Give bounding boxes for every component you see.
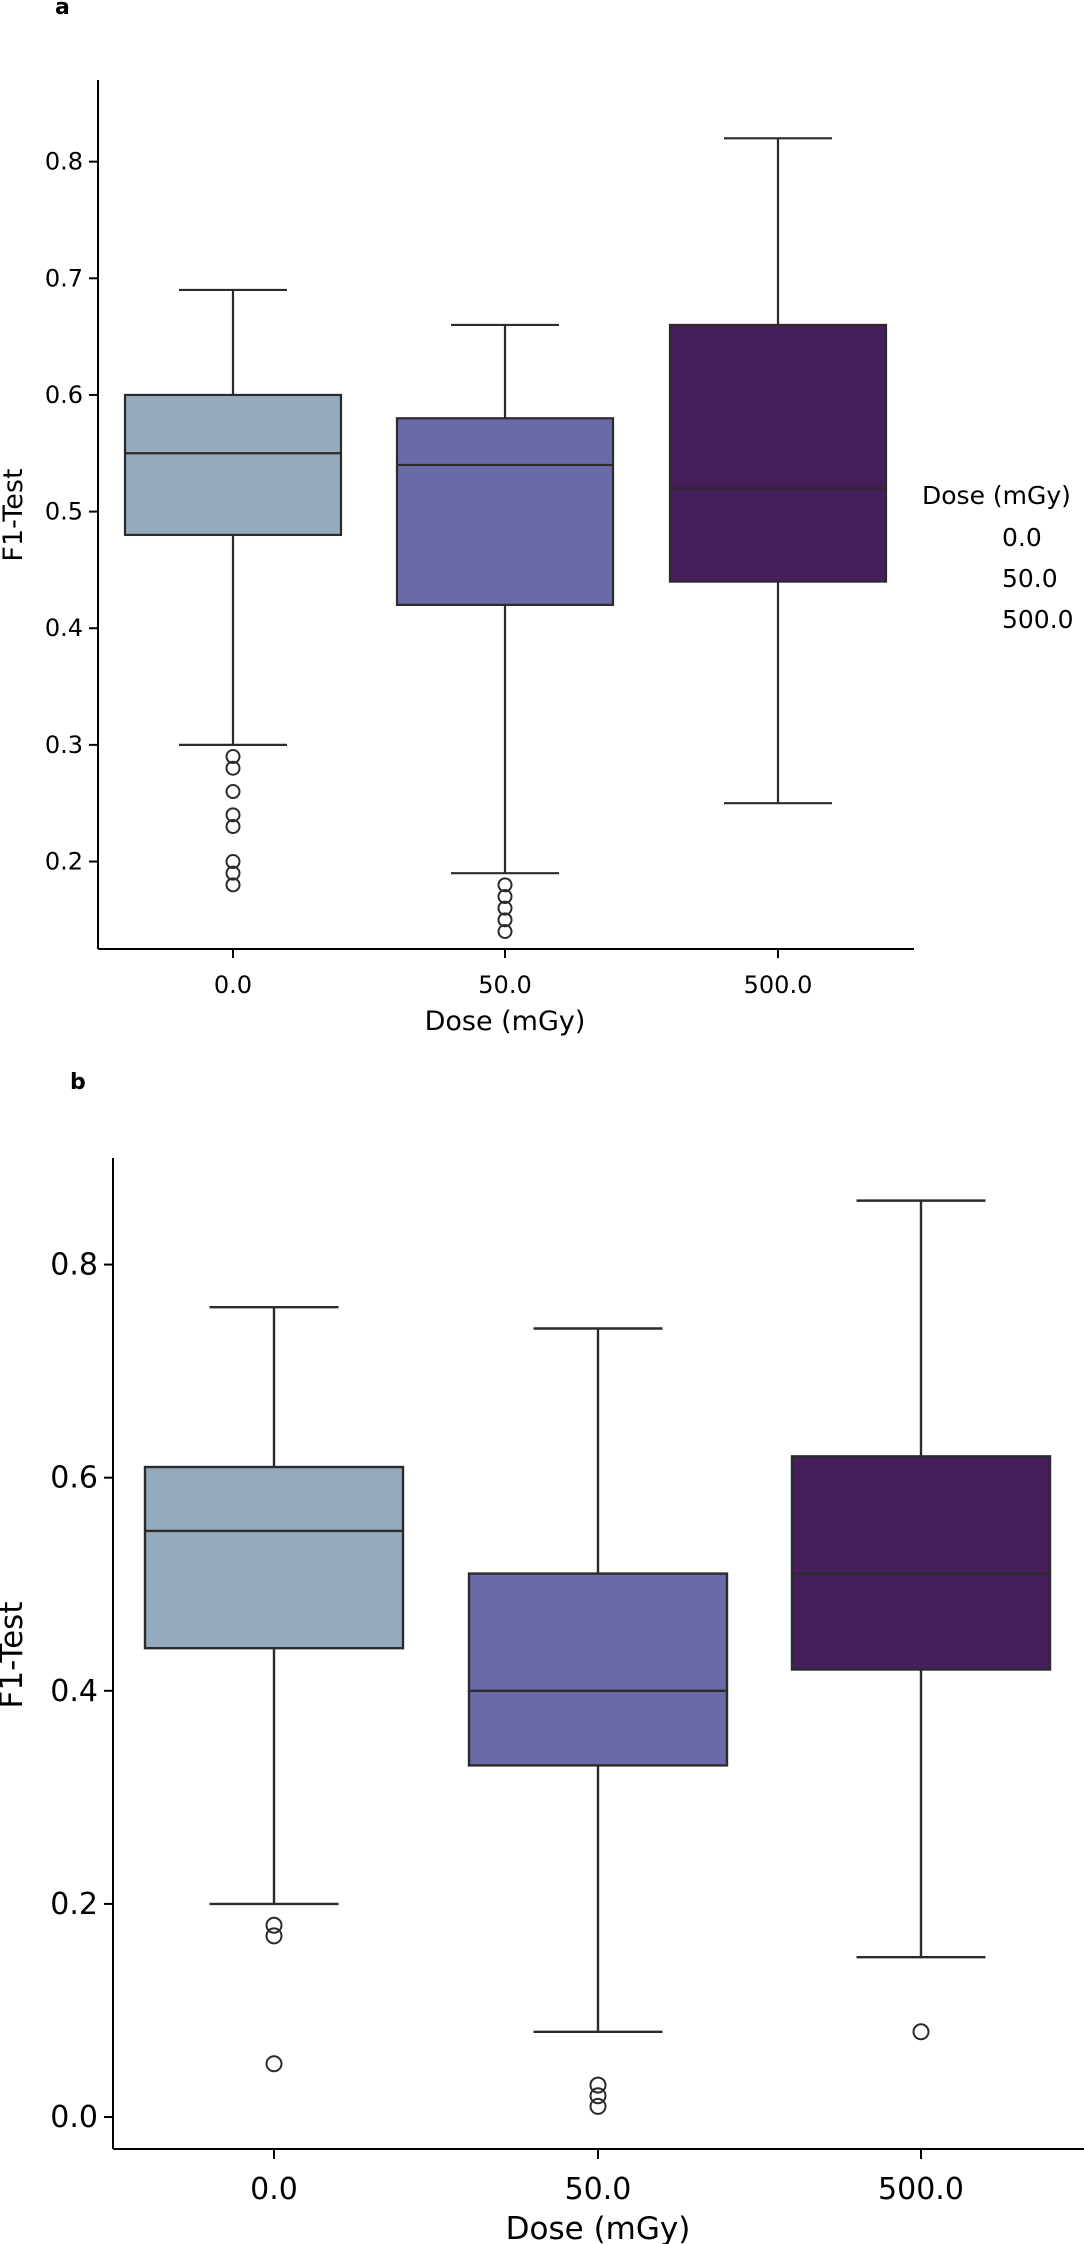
outlier-point-0 (912, 2023, 930, 2041)
outlier-point-6 (225, 865, 241, 881)
outlier-point-3 (225, 807, 241, 823)
panel-b-y-tick-label-1: 0.2 (50, 1887, 98, 1922)
panel-a-box-1 (395, 323, 615, 940)
iqr-box (467, 1572, 729, 1767)
panel-a: a 0.2 0.3 0.4 0.5 0.6 0.7 0.8 0.0 50.0 500.0 D… (0, 0, 1074, 1037)
iqr-box (143, 1465, 405, 1650)
panel-a-box-0 (123, 288, 343, 893)
panel-b-boxes (143, 1199, 1052, 2115)
outlier-point-4 (225, 819, 241, 835)
panel-a-y-tick-label-3: 0.5 (45, 498, 83, 526)
outlier-point-1 (225, 760, 241, 776)
panel-a-y-tick-label-6: 0.8 (45, 148, 83, 176)
legend-entry-2: 500.0 (1002, 605, 1074, 634)
iqr-box (123, 393, 343, 537)
panel-a-y-axis-ticks: 0.2 0.3 0.4 0.5 0.6 0.7 0.8 (45, 148, 98, 876)
panel-a-y-tick-label-1: 0.3 (45, 731, 83, 759)
legend-entry-0: 0.0 (1002, 523, 1042, 552)
legend-entry-1: 50.0 (1002, 564, 1058, 593)
outlier-point-3 (497, 912, 513, 928)
panel-b-label: b (70, 1070, 86, 1095)
legend-title: Dose (mGy) (922, 481, 1071, 510)
panel-a-x-tick-label-1: 50.0 (478, 971, 531, 999)
panel-b-box-1 (467, 1327, 729, 2115)
legend-swatch-1 (962, 564, 992, 586)
panel-b-x-axis-title: Dose (mGy) (506, 2211, 691, 2244)
outlier-point-2 (265, 2055, 283, 2073)
panel-a-y-axis-title: F1-Test (0, 468, 29, 561)
iqr-box (790, 1455, 1052, 1671)
panel-a-y-tick-label-0: 0.2 (45, 848, 83, 876)
panel-b-y-axis-title: F1-Test (0, 1602, 30, 1709)
panel-b: b 0.0 0.2 0.4 0.6 0.8 0.0 50.0 500.0 Dose (m… (0, 1070, 1084, 2244)
outlier-point-0 (497, 877, 513, 893)
panel-b-y-tick-label-2: 0.4 (50, 1674, 98, 1709)
panel-a-boxes (123, 137, 888, 940)
outlier-point-4 (497, 924, 513, 940)
outlier-point-1 (497, 889, 513, 905)
outlier-point-0 (225, 749, 241, 765)
panel-b-y-tick-label-4: 0.8 (50, 1248, 98, 1283)
panel-a-x-tick-label-2: 500.0 (744, 971, 813, 999)
panel-b-box-2 (790, 1199, 1052, 2041)
panel-a-y-tick-label-5: 0.7 (45, 264, 83, 292)
outlier-point-0 (589, 2076, 607, 2094)
iqr-box (668, 323, 888, 583)
panel-b-y-tick-label-0: 0.0 (50, 2100, 98, 2135)
legend-swatch-0 (962, 523, 992, 545)
panel-a-x-axis-title: Dose (mGy) (425, 1006, 586, 1037)
panel-a-label: a (55, 0, 70, 20)
outlier-point-5 (225, 854, 241, 870)
panel-b-y-tick-label-3: 0.6 (50, 1461, 98, 1496)
outlier-point-1 (265, 1927, 283, 1945)
outlier-point-7 (225, 877, 241, 893)
iqr-box (395, 417, 615, 606)
panel-b-x-tick-label-1: 50.0 (565, 2172, 632, 2207)
legend-swatch-2 (962, 605, 992, 627)
legend: Dose (mGy) 0.0 50.0 500.0 (922, 481, 1074, 634)
outlier-point-2 (589, 2097, 607, 2115)
panel-a-box-2 (668, 137, 888, 805)
outlier-point-1 (589, 2087, 607, 2105)
panel-b-x-tick-label-0: 0.0 (250, 2172, 298, 2207)
outlier-point-2 (225, 784, 241, 800)
outlier-point-2 (497, 900, 513, 916)
panel-a-y-tick-label-4: 0.6 (45, 381, 83, 409)
panel-a-y-tick-label-2: 0.4 (45, 614, 83, 642)
panel-a-x-tick-label-0: 0.0 (214, 971, 252, 999)
panel-b-x-tick-label-2: 500.0 (878, 2172, 964, 2207)
panel-b-y-axis-ticks: 0.0 0.2 0.4 0.6 0.8 (50, 1248, 113, 2135)
outlier-point-0 (265, 1916, 283, 1934)
panel-b-box-0 (143, 1305, 405, 2073)
